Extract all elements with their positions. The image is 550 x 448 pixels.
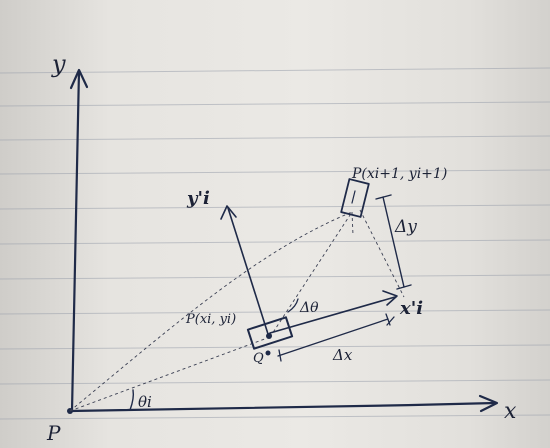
x-axis-label: x: [504, 399, 517, 424]
delta-x-dimension: [277, 313, 395, 362]
q-point: [265, 350, 271, 356]
p-i1-label: P(xi+1, yi+1): [351, 166, 447, 182]
delta-y-label: Δy: [394, 217, 417, 237]
q-label: Q: [253, 351, 264, 366]
theta-angle-arc: [129, 389, 135, 411]
p-i-label: P(xi, yi): [185, 312, 236, 327]
x-prime-label: x'i: [399, 298, 423, 319]
delta-y-dimension: [375, 194, 412, 290]
delta-theta-arc: [287, 298, 299, 313]
ruled-lines: [0, 67, 550, 420]
local-x-axis: [269, 290, 398, 334]
local-y-axis: [220, 205, 269, 335]
world-x-axis: [68, 394, 499, 413]
theta-i-label: θi: [138, 393, 152, 411]
delta-theta-label: Δθ: [299, 300, 319, 316]
world-y-axis: [69, 68, 89, 413]
y-prime-label: y'i: [186, 188, 210, 209]
robot-pose-i1: [340, 178, 370, 218]
dashed-construction-lines: [69, 209, 405, 412]
y-axis-label: y: [51, 50, 66, 78]
origin-label: P: [46, 421, 61, 445]
delta-x-label: Δx: [332, 346, 353, 364]
